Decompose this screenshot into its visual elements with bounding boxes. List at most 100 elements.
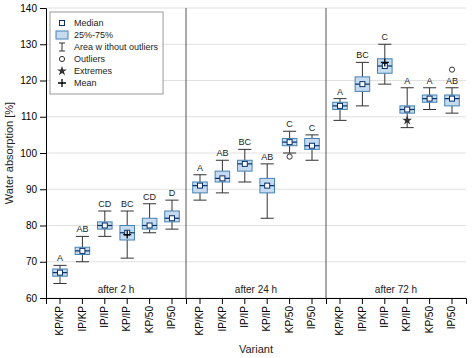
legend-item: 25%-75% (56, 30, 113, 40)
x-tick-label: KP/KP (334, 306, 345, 336)
box-iqr (53, 269, 68, 276)
y-axis: 60708090100110120130140 (20, 3, 46, 304)
y-tick-mark (40, 298, 46, 299)
whisker (244, 171, 245, 182)
whisker (384, 44, 385, 59)
median-marker (450, 96, 455, 101)
x-tick-mark (127, 298, 128, 304)
stat-label: A (57, 253, 63, 263)
y-tick-label: 140 (20, 3, 37, 14)
mean-marker (381, 58, 389, 66)
whisker (312, 135, 313, 139)
whisker (127, 211, 128, 226)
y-tick-mark (40, 226, 46, 227)
whisker-cap (238, 149, 251, 150)
whisker-cap (121, 211, 134, 212)
grid-line (46, 225, 466, 226)
whisker-cap (401, 127, 414, 128)
box-iqr (193, 182, 208, 193)
stat-label: CD (143, 192, 156, 202)
y-tick: 70 (26, 256, 46, 267)
x-tick-mark (407, 298, 408, 304)
whisker (429, 102, 430, 109)
y-tick-mark (40, 262, 46, 263)
x-tick-label: IP/50 (166, 306, 177, 330)
whisker (172, 200, 173, 211)
stat-label: A (404, 76, 410, 86)
whisker (222, 160, 223, 171)
y-tick: 110 (21, 111, 46, 122)
box-iqr (238, 160, 253, 171)
group-divider (326, 8, 327, 298)
extreme (402, 115, 412, 124)
whisker-cap (121, 258, 134, 259)
median-marker (80, 248, 85, 253)
whisker-cap (143, 232, 156, 233)
whisker-cap (76, 261, 89, 262)
legend-item: Outliers (59, 54, 105, 64)
whisker (312, 149, 313, 160)
stat-label: CD (98, 199, 111, 209)
stat-label: BC (356, 50, 369, 60)
legend-item: Median (60, 18, 104, 28)
box-iqr (400, 106, 415, 113)
box (238, 149, 253, 182)
y-tick-label: 120 (20, 75, 37, 86)
whisker-cap (356, 105, 369, 106)
whisker-cap (193, 200, 206, 201)
grid (46, 8, 466, 298)
box (355, 62, 370, 106)
legend-symbol (57, 66, 67, 75)
stat-label: AB (216, 148, 228, 158)
chart-svg: 60708090100110120130140KP/KPIP/KPIP/IPKP… (0, 0, 474, 358)
whisker-cap (216, 160, 229, 161)
median-marker (310, 143, 315, 148)
median-marker (405, 107, 410, 112)
x-tick: IP/KP (77, 298, 88, 332)
legend-label: Extremes (74, 66, 113, 76)
x-tick: IP/KP (217, 298, 228, 332)
y-tick-mark (40, 153, 46, 154)
whisker-cap (76, 236, 89, 237)
x-tick: KP/IP (401, 298, 412, 332)
median-marker (427, 96, 432, 101)
y-tick-label: 70 (26, 256, 38, 267)
whisker-cap (305, 134, 318, 135)
y-tick-mark (40, 81, 46, 82)
x-tick-mark (200, 298, 201, 304)
stat-label: BC (121, 199, 134, 209)
stat-label: D (169, 188, 176, 198)
legend-label: Area w ithout outliers (74, 42, 159, 52)
whisker (200, 193, 201, 200)
legend-symbol (56, 31, 68, 39)
box-iqr (355, 77, 370, 92)
y-tick-label: 90 (26, 184, 38, 195)
x-axis-line (187, 299, 327, 305)
legend-label: 25%-75% (74, 30, 113, 40)
whisker (172, 222, 173, 229)
box (142, 204, 157, 233)
whisker (289, 131, 290, 138)
x-tick-mark (104, 298, 105, 304)
x-tick-label: KP/50 (144, 306, 155, 334)
y-tick-mark (40, 44, 46, 45)
box-iqr (165, 211, 180, 222)
whisker-cap (261, 163, 274, 164)
median-marker (198, 183, 203, 188)
box (260, 164, 275, 218)
y-tick: 90 (26, 184, 46, 195)
x-tick-label: IP/KP (217, 306, 228, 332)
box-iqr (333, 102, 348, 109)
legend-symbol (59, 43, 65, 51)
whisker (267, 164, 268, 179)
box-group (333, 44, 460, 127)
plot-area: 60708090100110120130140KP/KPIP/KPIP/IPKP… (20, 3, 466, 336)
whisker-cap (53, 265, 66, 266)
legend-box (50, 12, 163, 94)
x-tick-label: KP/50 (424, 306, 435, 334)
x-tick: KP/50 (424, 298, 435, 333)
whisker-cap (378, 84, 391, 85)
stat-label: AB (446, 76, 458, 86)
whisker (452, 106, 453, 113)
group-label: after 2 h (98, 284, 135, 295)
